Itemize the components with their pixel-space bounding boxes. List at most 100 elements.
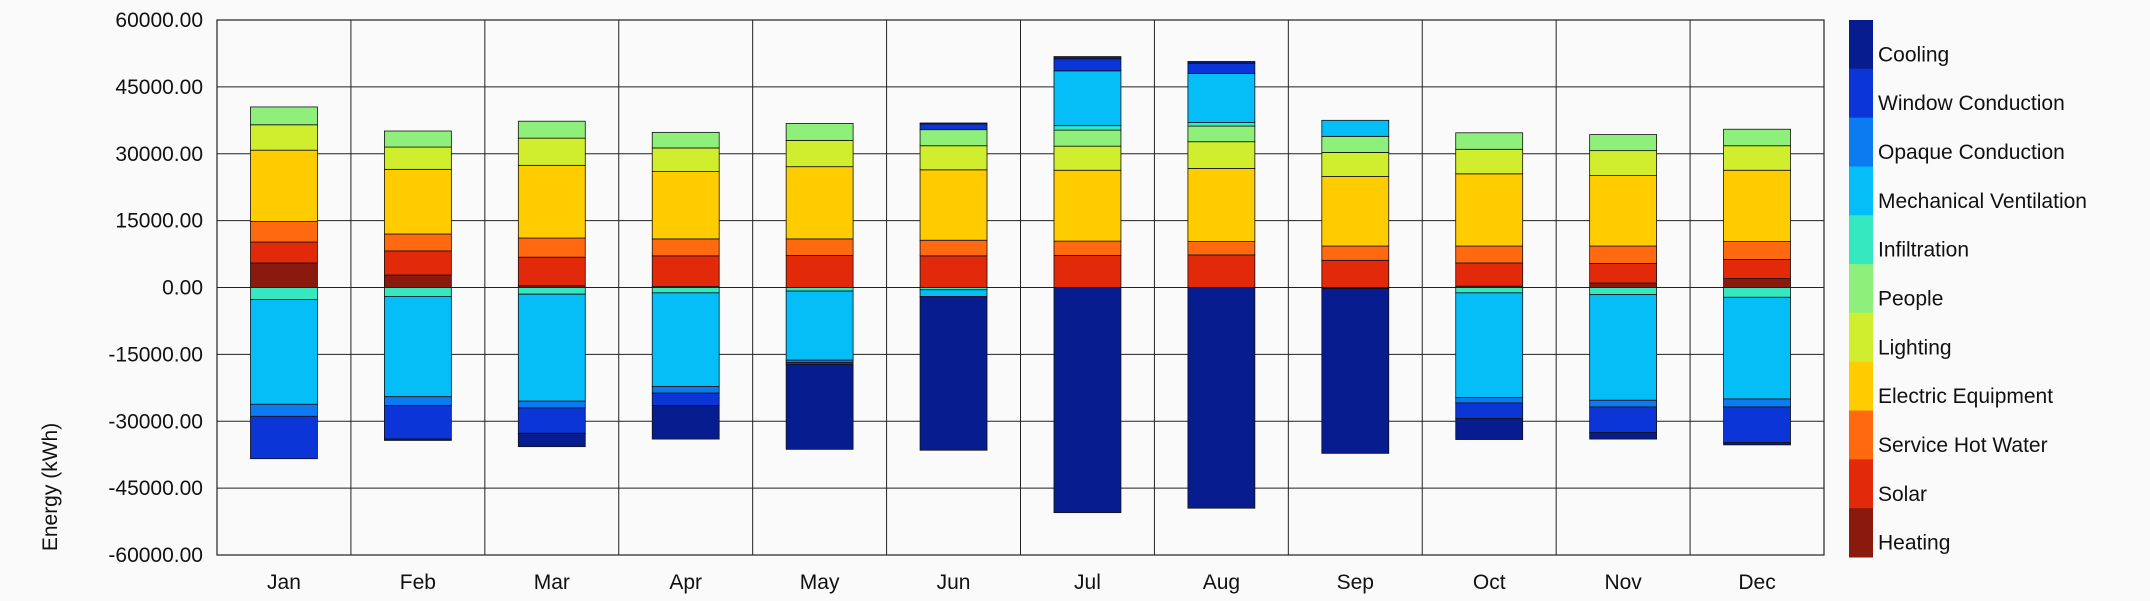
bar-segment (1723, 145, 1791, 171)
bar-segment (785, 364, 854, 450)
bar-segment (1455, 262, 1524, 287)
y-tick-label: 0.00 (162, 277, 203, 300)
legend-label: Solar (1878, 483, 1927, 506)
bar-segment (919, 169, 988, 241)
bar-segment (1321, 245, 1390, 261)
bar-segment (1321, 152, 1390, 177)
bar-segment (383, 438, 452, 441)
bar-segment (919, 289, 988, 297)
x-tick-label: Oct (1473, 571, 1506, 594)
bar-segment (1187, 141, 1256, 169)
bar-segment (383, 274, 452, 288)
y-tick-label: 60000.00 (115, 9, 203, 32)
bar-segment (1321, 259, 1390, 288)
bar-segment (517, 432, 586, 448)
bar-segment (1053, 129, 1122, 147)
x-tick-label: Jan (267, 571, 301, 594)
bar-segment (785, 290, 854, 361)
bar-segment (1053, 240, 1122, 256)
bar-segment (919, 296, 988, 451)
bars (250, 56, 1791, 514)
bar-segment (250, 221, 318, 243)
bar-segment (383, 396, 452, 407)
legend-label: Opaque Conduction (1878, 141, 2065, 164)
bar-segment (1053, 287, 1122, 514)
y-axis-label: Energy (kWh) (39, 423, 62, 551)
bar-segment (1589, 406, 1658, 433)
y-tick-label: -15000.00 (108, 343, 203, 366)
bar-segment (250, 403, 318, 417)
legend-swatch (1849, 508, 1873, 558)
bar-segment (1053, 58, 1122, 72)
bar-segment (517, 407, 586, 434)
legend-label: Window Conduction (1878, 92, 2065, 115)
bar-segment (1053, 145, 1122, 171)
bar-segment (651, 171, 720, 240)
bar-segment (383, 168, 452, 235)
bar-segment (383, 130, 452, 148)
bar-segment (383, 146, 452, 170)
bar-segment (1723, 259, 1791, 279)
bar-segment (1187, 122, 1256, 127)
bar-segment (517, 237, 586, 258)
bar-segment (651, 147, 720, 172)
legend-swatch (1849, 117, 1873, 167)
bar-segment (517, 400, 586, 409)
bar-segment (651, 292, 720, 387)
legend-label: Heating (1878, 532, 1950, 555)
bar-segment (1187, 61, 1256, 64)
bar-segment (517, 164, 586, 239)
bar-segment (1723, 241, 1791, 260)
x-tick-label: Nov (1604, 571, 1642, 594)
legend: Cooling Window Conduction Opaque Conductio… (1849, 20, 2087, 558)
bar-segment (1321, 176, 1390, 247)
legend-swatch (1849, 20, 1873, 70)
legend-label: Service Hot Water (1878, 434, 2048, 457)
bar-segment (785, 166, 854, 240)
bar-segment (651, 287, 720, 294)
bar-segment (1589, 287, 1658, 296)
bar-segment (1053, 125, 1122, 131)
bar-segment (1723, 287, 1791, 298)
bar-segment (517, 137, 586, 166)
bar-segment (250, 262, 318, 288)
bar-segment (1589, 134, 1658, 152)
bar-segment (1321, 119, 1390, 137)
bar-segment (1455, 245, 1524, 264)
bar-segment (785, 123, 854, 141)
grid (217, 19, 1824, 556)
bar-segment (1187, 287, 1256, 509)
legend-swatch (1849, 361, 1873, 412)
bar-segment (1589, 175, 1658, 247)
bar-segment (1455, 397, 1524, 404)
legend-label: People (1878, 288, 1943, 311)
bar-segment (785, 287, 854, 292)
bar-segment (250, 124, 318, 151)
bar-segment (1053, 70, 1122, 127)
bar-segment (1053, 169, 1122, 242)
bar-segment (517, 287, 586, 295)
x-tick-label: Apr (669, 571, 702, 594)
bar-segment (517, 120, 586, 139)
bar-segment (919, 239, 988, 257)
bar-segment (1455, 292, 1524, 399)
x-tick-label: May (800, 571, 840, 594)
x-tick-label: Dec (1738, 571, 1775, 594)
y-tick-label: -45000.00 (108, 477, 203, 500)
bar-segment (1187, 62, 1256, 74)
bar-segment (1723, 169, 1791, 242)
bar-segment (919, 122, 988, 125)
bar-segment (785, 238, 854, 256)
bar-segment (383, 296, 452, 398)
bar-segment (1187, 168, 1256, 242)
bar-segment (1589, 245, 1658, 264)
bar-segment (1455, 287, 1524, 294)
bar-segment (651, 386, 720, 394)
bar-segment (1723, 296, 1791, 400)
legend-swatch (1849, 410, 1873, 460)
bar-segment (651, 405, 720, 440)
bar-segment (919, 123, 988, 131)
legend-swatch (1849, 68, 1873, 119)
bar-segment (1455, 132, 1524, 150)
